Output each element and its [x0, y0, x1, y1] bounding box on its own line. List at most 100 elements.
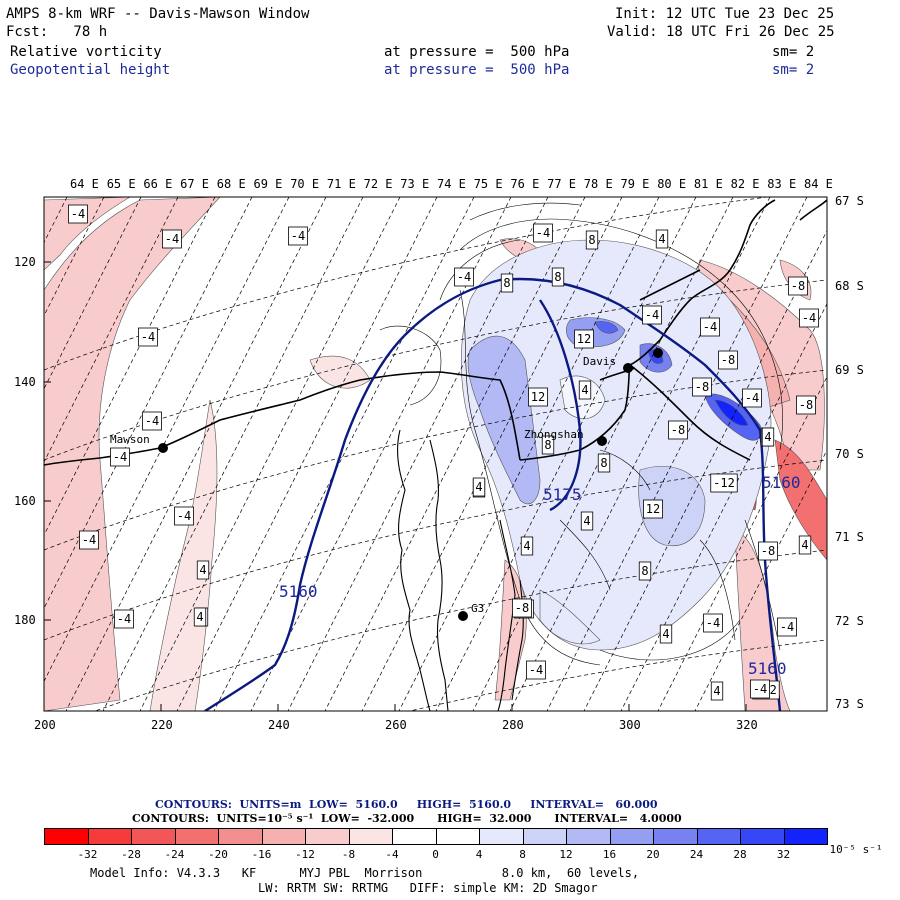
- vorticity-value-label: -4: [526, 660, 546, 680]
- station-dot-mawson: [158, 443, 168, 453]
- svg-text:4: 4: [801, 538, 808, 552]
- svg-text:4: 4: [196, 610, 203, 624]
- svg-text:4: 4: [583, 514, 590, 528]
- vorticity-value-label: 4: [659, 624, 673, 644]
- x-grid-label: 200: [34, 718, 56, 732]
- colorbar-segment: [609, 828, 654, 845]
- svg-text:4: 4: [475, 480, 482, 494]
- model-info-physics: LW: RRTM SW: RRTMG DIFF: simple KM: 2D S…: [258, 881, 598, 895]
- colorbar-segment: [44, 828, 89, 845]
- longitude-label: 80 E: [657, 177, 686, 191]
- longitude-label: 67 E: [180, 177, 209, 191]
- contours-vorticity-info: CONTOURS: UNITS=10⁻⁵ s⁻¹ LOW= -32.000 HI…: [132, 812, 682, 825]
- colorbar-segment: [783, 828, 828, 845]
- x-grid-label: 220: [151, 718, 173, 732]
- svg-text:-4: -4: [113, 450, 127, 464]
- vorticity-value-label: 8: [500, 273, 514, 293]
- colorbar-tick-label: 20: [646, 848, 660, 861]
- svg-text:-4: -4: [145, 414, 159, 428]
- svg-text:4: 4: [713, 684, 720, 698]
- x-grid-label: 300: [619, 718, 641, 732]
- colorbar-segment: [740, 828, 785, 845]
- latitude-label: 70 S: [835, 447, 864, 461]
- vorticity-value-label: -8: [796, 395, 816, 415]
- colorbar-tick-label: 24: [689, 848, 704, 861]
- vorticity-value-label: -4: [68, 204, 88, 224]
- y-grid-label: 140: [14, 375, 36, 389]
- longitude-label: 76 E: [510, 177, 539, 191]
- longitude-label: 72 E: [364, 177, 393, 191]
- colorbar-segment: [696, 828, 741, 845]
- vorticity-value-label: 12: [574, 329, 594, 349]
- longitude-label: 74 E: [437, 177, 466, 191]
- vorticity-value-label: 4: [710, 681, 724, 701]
- y-grid-label: 120: [14, 255, 36, 269]
- vorticity-value-label: -4: [110, 447, 130, 467]
- station-label: Mawson: [110, 433, 150, 446]
- svg-text:-4: -4: [703, 320, 717, 334]
- vorticity-value-label: 8: [551, 267, 565, 287]
- longitude-label: 79 E: [621, 177, 650, 191]
- vorticity-value-label: -4: [799, 308, 819, 328]
- field1-name: Relative vorticity: [10, 44, 162, 60]
- ice-shelf-outline: [396, 429, 524, 711]
- latitude-label: 73 S: [835, 697, 864, 711]
- svg-text:-4: -4: [780, 620, 794, 634]
- svg-text:-4: -4: [71, 207, 85, 221]
- svg-text:-8: -8: [671, 423, 685, 437]
- colorbar-tick-label: -28: [121, 848, 141, 861]
- longitude-label: 70 E: [290, 177, 319, 191]
- model-title: AMPS 8-km WRF -- Davis-Mawson Window: [6, 6, 310, 22]
- svg-text:4: 4: [662, 627, 669, 641]
- vorticity-value-label: -4: [750, 679, 770, 699]
- latitude-label: 72 S: [835, 614, 864, 628]
- longitude-label: 78 E: [584, 177, 613, 191]
- height-contour-label: 5160: [762, 473, 801, 492]
- colorbar-tick-label: -16: [251, 848, 272, 861]
- svg-text:-4: -4: [165, 232, 179, 246]
- colorbar-segment: [522, 828, 567, 845]
- colorbar-tick-label: 8: [519, 848, 526, 861]
- height-contour-label: 5160: [279, 582, 318, 601]
- svg-text:8: 8: [588, 233, 595, 247]
- svg-text:-4: -4: [645, 308, 659, 322]
- contours-height-info: CONTOURS: UNITS=m LOW= 5160.0 HIGH= 5160…: [155, 798, 658, 811]
- colorbar-segment: [435, 828, 480, 845]
- vorticity-value-label: 8: [597, 453, 611, 473]
- station-dot-zhongshan: [597, 436, 607, 446]
- vorticity-value-label: 4: [580, 511, 594, 531]
- station-label: Davis: [583, 355, 616, 368]
- longitude-label: 77 E: [547, 177, 576, 191]
- colorbar-tick-label: 32: [776, 848, 791, 861]
- svg-text:-4: -4: [745, 391, 759, 405]
- svg-text:-4: -4: [141, 330, 155, 344]
- colorbar-tick-label: 16: [602, 848, 617, 861]
- colorbar-segment: [131, 828, 176, 845]
- longitude-label: 83 E: [767, 177, 796, 191]
- station-label: Zhongshan: [524, 428, 584, 441]
- svg-text:4: 4: [199, 563, 206, 577]
- svg-text:-8: -8: [761, 544, 775, 558]
- vorticity-value-label: -4: [742, 388, 762, 408]
- vorticity-value-label: -4: [700, 317, 720, 337]
- vorticity-value-label: -4: [288, 226, 308, 246]
- colorbar-tick-label: 28: [733, 848, 747, 861]
- vorticity-value-label: 4: [472, 477, 486, 497]
- svg-text:-8: -8: [799, 398, 813, 412]
- colorbar-segment: [653, 828, 698, 845]
- colorbar-tick-label: -4: [385, 848, 399, 861]
- colorbar-tick-label: -24: [164, 848, 185, 861]
- vorticity-value-label: -4: [79, 530, 99, 550]
- y-grid-label: 160: [14, 494, 36, 508]
- colorbar-tick-label: -8: [341, 848, 356, 861]
- colorbar-segment: [174, 828, 219, 845]
- colorbar-tick-label: 12: [559, 848, 573, 861]
- colorbar-segment: [305, 828, 350, 845]
- svg-text:-4: -4: [457, 270, 471, 284]
- svg-text:4: 4: [581, 383, 588, 397]
- longitude-label: 73 E: [400, 177, 429, 191]
- x-grid-label: 260: [385, 718, 407, 732]
- svg-text:4: 4: [523, 539, 530, 553]
- vorticity-value-label: -4: [454, 267, 474, 287]
